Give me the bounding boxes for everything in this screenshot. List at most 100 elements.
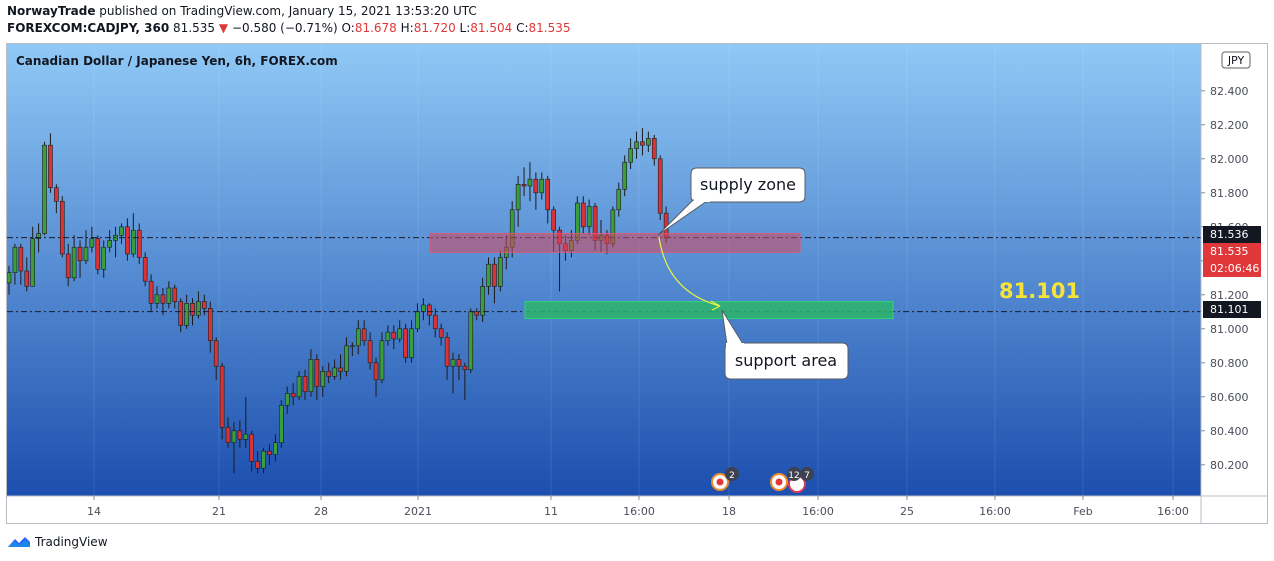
- candle-down: [290, 393, 296, 398]
- x-tick-label: 14: [87, 505, 101, 518]
- candle-down: [148, 280, 154, 304]
- tradingview-logo[interactable]: TradingView: [7, 535, 108, 549]
- event-marker-icon-dot: [716, 478, 724, 486]
- candle-down: [444, 336, 450, 367]
- upper-line-price-tag-label: 81.536: [1210, 228, 1249, 241]
- candle-down: [77, 246, 83, 262]
- candle-down: [18, 246, 24, 272]
- candle-down: [136, 229, 142, 258]
- candle-up: [279, 404, 284, 443]
- high-value: 81.720: [413, 21, 456, 35]
- candle-down: [314, 359, 320, 387]
- candle-down: [202, 301, 207, 309]
- candle-down: [267, 450, 272, 455]
- candle-up: [261, 450, 266, 469]
- support-line-price-tag: [1203, 301, 1261, 318]
- x-tick-label: 21: [212, 505, 226, 518]
- candlestick-chart[interactable]: supply zone support area 81.101 Canadian Do…: [7, 44, 1268, 524]
- candle-down: [492, 263, 497, 287]
- candle-down: [219, 365, 225, 428]
- candle-up: [498, 257, 503, 287]
- candle-up: [634, 141, 639, 149]
- candle-up: [243, 433, 249, 440]
- candle-up: [89, 238, 95, 248]
- candle-down: [59, 201, 65, 255]
- candle-up: [119, 226, 124, 236]
- x-tick-label: 25: [900, 505, 914, 518]
- currency-badge[interactable]: [1221, 51, 1251, 69]
- candle-down: [391, 331, 397, 340]
- candle-up: [131, 229, 136, 255]
- candle-down: [640, 141, 645, 146]
- publish-info: NorwayTrade published on TradingView.com…: [7, 4, 477, 18]
- close-label: C:: [516, 21, 529, 35]
- last-price: 81.535: [173, 21, 216, 35]
- candle-up: [450, 359, 456, 367]
- y-tick-label: 80.800: [1210, 357, 1249, 370]
- candle-down: [249, 433, 255, 462]
- x-tick-label: 28: [314, 505, 328, 518]
- candle-up: [421, 304, 426, 313]
- candle-down: [24, 270, 30, 287]
- currency-badge-label: JPY: [1227, 54, 1245, 67]
- candle-down: [65, 253, 71, 279]
- candle-up: [539, 178, 545, 194]
- candle-up: [30, 238, 35, 287]
- y-tick-label: 82.400: [1210, 85, 1249, 98]
- candle-down: [456, 359, 462, 367]
- candle-up: [646, 138, 651, 146]
- candle-up: [101, 246, 107, 270]
- candle-up: [622, 161, 627, 190]
- last-price-tag: [1203, 243, 1261, 260]
- candle-down: [213, 340, 219, 367]
- published-text: published on TradingView.com, January 15…: [99, 4, 477, 18]
- support-zone-rect: [524, 301, 894, 320]
- candle-down: [551, 209, 556, 231]
- y-tick-label: 80.600: [1210, 391, 1249, 404]
- candle-up: [628, 148, 633, 163]
- x-tick-label: 16:00: [802, 505, 834, 518]
- candle-up: [42, 144, 47, 234]
- candle-up: [184, 302, 189, 326]
- event-marker-icon-dot: [775, 478, 783, 486]
- x-tick-label: 16:00: [979, 505, 1011, 518]
- candle-down: [160, 294, 166, 304]
- open-label: O:: [341, 21, 355, 35]
- tradingview-text: TradingView: [35, 535, 108, 549]
- candle-down: [190, 302, 195, 316]
- candle-up: [480, 286, 485, 316]
- candle-up: [486, 263, 491, 287]
- candle-up: [231, 430, 237, 443]
- candle-down: [373, 362, 379, 381]
- candle-down: [474, 311, 479, 316]
- upper-line-price-tag: [1203, 226, 1261, 243]
- candle-up: [344, 345, 349, 372]
- candle-up: [320, 370, 326, 387]
- last-price-tag-label: 81.535: [1210, 245, 1249, 258]
- candle-down: [95, 238, 101, 270]
- low-label: L:: [459, 21, 471, 35]
- candle-up: [296, 376, 302, 398]
- candle-up: [468, 311, 474, 370]
- event-count-badge: [787, 467, 801, 481]
- candle-down: [326, 370, 331, 377]
- candle-up: [71, 246, 77, 279]
- countdown-tag: [1203, 260, 1261, 277]
- candle-up: [107, 240, 112, 248]
- event-count-badge: [725, 467, 739, 481]
- candle-down: [255, 461, 260, 469]
- candle-up: [273, 442, 278, 455]
- publisher-name[interactable]: NorwayTrade: [7, 4, 96, 18]
- y-tick-label: 81.200: [1210, 289, 1249, 302]
- projection-arrow: [658, 236, 721, 307]
- chart-panel[interactable]: supply zone support area 81.101 Canadian Do…: [6, 43, 1268, 524]
- candle-down: [48, 144, 53, 188]
- candle-down: [580, 202, 586, 228]
- candle-down: [545, 178, 551, 211]
- low-value: 81.504: [470, 21, 513, 35]
- level-value-label: 81.101: [999, 279, 1080, 303]
- supply-callout-box: [690, 167, 806, 203]
- x-tick-label: 16:00: [1157, 505, 1189, 518]
- tradingview-logo-icon: [8, 537, 30, 547]
- candle-up: [12, 246, 18, 273]
